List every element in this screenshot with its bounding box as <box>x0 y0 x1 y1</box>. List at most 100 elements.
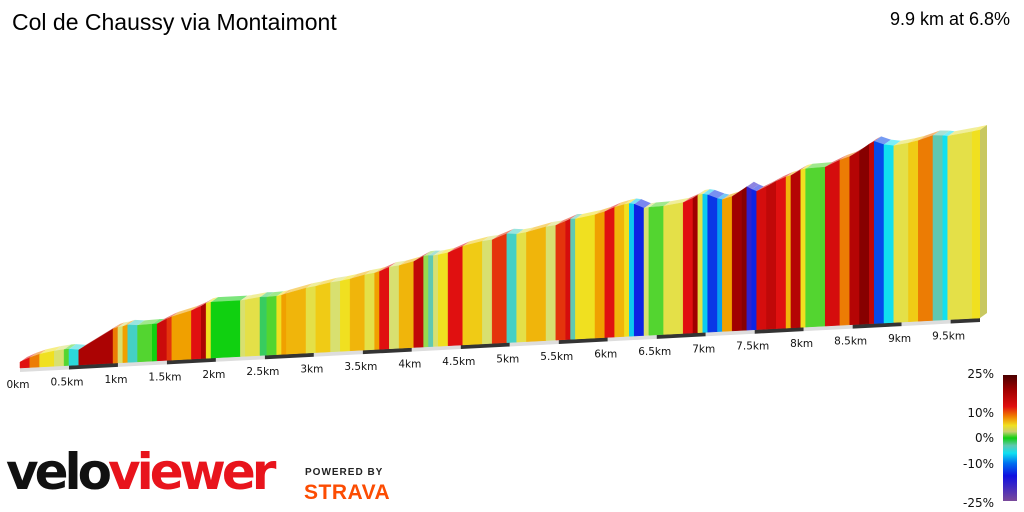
legend-tick: -25% <box>962 496 994 510</box>
segment-top-face <box>260 292 274 298</box>
gradient-segment <box>717 198 723 332</box>
gradient-segment <box>575 214 596 340</box>
segment-top-face <box>634 199 651 209</box>
gradient-segment <box>824 159 841 327</box>
gradient-segment <box>932 135 944 321</box>
floor-strip <box>362 347 412 355</box>
gradient-segment <box>947 131 973 320</box>
floor-strip <box>509 339 559 347</box>
segment-top-face <box>800 163 813 170</box>
gradient-segment <box>971 129 981 319</box>
gradient-segment <box>707 194 718 333</box>
x-tick-label: 0km <box>7 379 30 391</box>
x-tick-label: 6.5km <box>638 346 671 358</box>
segment-top-face <box>756 181 774 192</box>
profile-end-face <box>980 125 987 318</box>
gradient-segment <box>790 169 801 329</box>
gradient-segment <box>281 293 287 355</box>
segment-top-face <box>918 130 940 141</box>
segment-top-face <box>546 220 563 227</box>
segment-summary: 9.9 km at 6.8% <box>889 9 1010 29</box>
x-tick-label: 2.5km <box>246 366 279 378</box>
x-tick-label: 9.5km <box>932 331 965 343</box>
segment-top-face <box>893 138 916 146</box>
gradient-segment <box>629 203 635 337</box>
gradient-segment <box>746 186 753 331</box>
segment-top-face <box>39 346 62 355</box>
gradient-segment <box>151 323 158 362</box>
floor-strip <box>411 345 461 352</box>
x-tick-label: 3.5km <box>344 361 377 373</box>
gradient-segment <box>315 282 331 353</box>
gradient-segment <box>398 261 415 349</box>
gradient-segment <box>127 324 138 363</box>
segment-top-face <box>697 189 710 196</box>
gradient-segment <box>751 188 757 331</box>
gradient-segment <box>624 203 630 337</box>
segment-top-face <box>663 197 691 207</box>
gradient-segment <box>741 186 748 331</box>
gradient-segment <box>78 328 114 366</box>
gradient-segment <box>648 205 664 336</box>
gradient-segment <box>171 310 192 361</box>
segment-top-face <box>122 319 135 327</box>
segment-top-face <box>330 276 348 283</box>
gradient-segment <box>433 254 439 347</box>
floor-strip <box>656 332 706 339</box>
gradient-segment <box>942 135 948 321</box>
segment-top-face <box>433 249 446 256</box>
gradient-segment <box>766 180 777 330</box>
segment-top-face <box>191 301 209 311</box>
gradient-segment <box>633 203 645 337</box>
segment-top-face <box>462 236 490 247</box>
floor-strip <box>852 322 902 329</box>
floor-strip <box>215 355 265 362</box>
segment-top-face <box>825 155 847 168</box>
gradient-segment <box>614 204 625 338</box>
gradient-segment <box>240 299 246 357</box>
gradient-segment <box>379 266 390 350</box>
segment-top-face <box>166 311 179 319</box>
segment-top-face <box>340 274 358 282</box>
segment-top-face <box>117 321 130 328</box>
segment-top-face <box>717 193 730 200</box>
gradient-segment <box>805 166 826 328</box>
segment-top-face <box>629 198 642 205</box>
segment-top-face <box>805 162 833 169</box>
segment-top-face <box>438 247 456 255</box>
x-tick-label: 8km <box>790 338 813 350</box>
floor-strip <box>68 362 118 370</box>
segment-top-face <box>702 189 715 195</box>
gradient-segment <box>205 301 212 359</box>
veloviewer-logo: veloviewer <box>6 443 276 501</box>
gradient-segment <box>491 233 508 344</box>
x-tick-label: 6km <box>594 348 617 360</box>
gradient-segment <box>849 150 860 326</box>
legend-tick: 10% <box>967 406 994 420</box>
segment-top-face <box>972 125 987 132</box>
gradient-segment <box>800 168 806 328</box>
segment-top-face <box>423 250 436 257</box>
segment-top-face <box>570 213 583 220</box>
gradient-segment <box>731 189 743 332</box>
segment-top-face <box>482 234 500 242</box>
segment-top-face <box>683 193 700 203</box>
segment-top-face <box>746 181 759 190</box>
segment-top-face <box>839 151 857 161</box>
floor-strip <box>803 324 853 332</box>
gradient-segment <box>374 271 380 350</box>
floor-strip <box>117 360 167 367</box>
x-tick-label: 7km <box>692 343 715 355</box>
segment-top-face <box>379 262 397 272</box>
floor-strip <box>313 350 363 357</box>
gradient-segment <box>200 302 207 359</box>
segment-top-face <box>776 171 794 182</box>
gradient-segment <box>259 296 268 356</box>
gradient-segment <box>594 211 606 339</box>
gradient-segment <box>697 193 704 333</box>
segment-top-face <box>648 201 671 208</box>
segment-top-face <box>68 344 86 350</box>
gradient-segment <box>908 140 919 322</box>
gradient-segment <box>54 349 65 367</box>
